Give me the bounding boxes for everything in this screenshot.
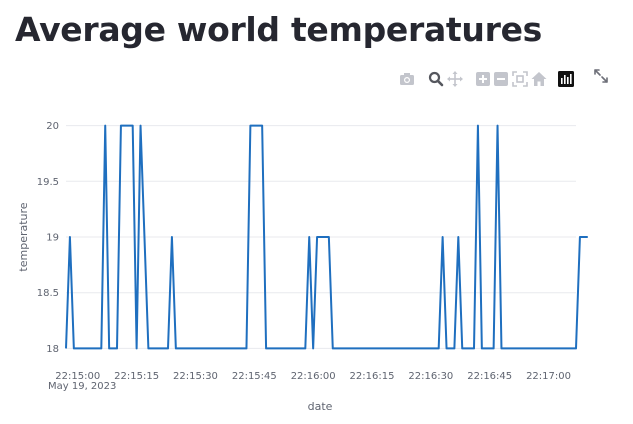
x-tick-label: 22:15:15: [114, 371, 159, 382]
minus-box-icon[interactable]: [492, 70, 510, 88]
x-tick-label: 22:15:00: [55, 371, 100, 382]
x-date-annotation: May 19, 2023: [48, 381, 116, 392]
plus-box-icon[interactable]: [474, 70, 492, 88]
home-icon[interactable]: [530, 70, 548, 88]
y-tick-label: 18.5: [37, 288, 59, 299]
autoscale-icon[interactable]: [511, 70, 529, 88]
expand-arrows-icon[interactable]: [592, 67, 610, 85]
y-tick-label: 18: [46, 344, 59, 355]
x-tick-label: 22:16:45: [467, 371, 512, 382]
x-axis-title: date: [308, 400, 333, 413]
x-tick-label: 22:15:30: [173, 371, 218, 382]
y-tick-label: 19: [46, 233, 59, 244]
y-axis-title: temperature: [17, 202, 30, 271]
plotly-logo-icon[interactable]: [557, 70, 575, 88]
x-tick-label: 22:16:30: [408, 371, 453, 382]
x-tick-label: 22:15:45: [232, 371, 277, 382]
y-tick-label: 19.5: [37, 177, 59, 188]
series-line-0[interactable]: [65, 124, 588, 350]
x-tick-label: 22:16:15: [350, 371, 395, 382]
y-tick-label: 20: [46, 121, 59, 132]
camera-icon[interactable]: [398, 70, 416, 88]
pan-arrows-icon[interactable]: [446, 70, 464, 88]
page-title: Average world temperatures: [15, 10, 543, 49]
x-tick-label: 22:16:00: [291, 371, 336, 382]
x-tick-label: 22:17:00: [526, 371, 571, 382]
magnifier-icon[interactable]: [427, 70, 445, 88]
